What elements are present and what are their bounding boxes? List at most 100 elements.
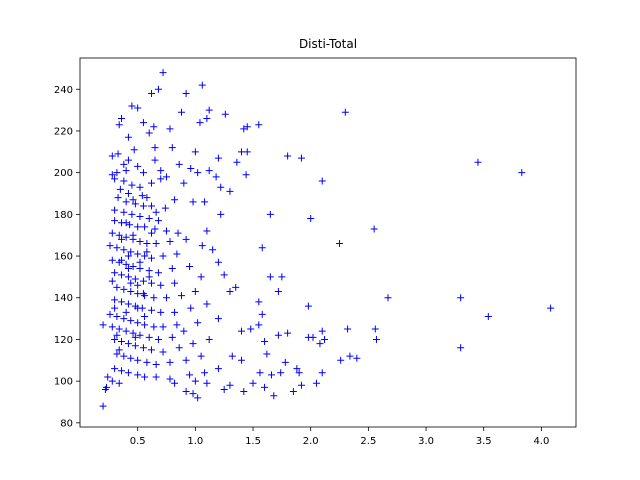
data-point: [114, 150, 122, 158]
data-point: [157, 175, 165, 183]
data-point: [297, 381, 305, 389]
data-point: [118, 256, 126, 264]
data-point: [187, 164, 195, 172]
data-point: [128, 102, 136, 110]
data-point: [145, 267, 153, 275]
data-point: [115, 379, 123, 387]
y-tick-label: 80: [60, 418, 73, 429]
data-point: [297, 154, 305, 162]
data-point: [152, 208, 160, 216]
data-point: [166, 125, 174, 133]
y-tick-label: 140: [54, 293, 73, 304]
data-point: [163, 227, 171, 235]
data-point: [191, 377, 199, 385]
data-point: [157, 167, 165, 175]
data-point: [307, 215, 315, 223]
data-point: [111, 175, 119, 183]
data-point: [115, 325, 123, 333]
data-point: [171, 279, 179, 287]
data-point: [145, 129, 153, 137]
data-point: [205, 106, 213, 114]
data-point: [194, 169, 202, 177]
data-point: [281, 358, 289, 366]
data-point: [113, 350, 121, 358]
data-point: [108, 229, 116, 237]
data-point: [154, 335, 162, 343]
data-point: [111, 296, 119, 304]
data-point: [143, 358, 151, 366]
data-point: [108, 256, 116, 264]
data-point: [113, 244, 121, 252]
data-point: [122, 327, 130, 335]
data-point: [214, 258, 222, 266]
data-point: [115, 346, 123, 354]
data-point: [99, 321, 107, 329]
data-point: [346, 352, 354, 360]
data-point: [154, 85, 162, 93]
data-point: [266, 210, 274, 218]
data-point: [157, 308, 165, 316]
data-point: [186, 262, 194, 270]
data-point: [124, 300, 132, 308]
data-point: [180, 327, 188, 335]
data-point: [99, 402, 107, 410]
data-point: [148, 346, 156, 354]
data-point: [124, 273, 132, 281]
data-point: [118, 298, 126, 306]
data-point: [168, 144, 176, 152]
data-point: [194, 319, 202, 327]
data-point: [113, 313, 121, 321]
data-point: [209, 246, 217, 254]
data-point: [116, 185, 124, 193]
data-point: [134, 250, 142, 258]
data-point: [120, 352, 128, 360]
data-point: [111, 335, 119, 343]
data-point: [152, 240, 160, 248]
data-point: [111, 304, 119, 312]
data-point: [118, 338, 126, 346]
data-point: [122, 260, 130, 268]
axes-frame: [79, 57, 577, 428]
data-point: [270, 392, 278, 400]
data-point: [175, 344, 183, 352]
data-point: [122, 219, 130, 227]
data-point: [122, 233, 130, 241]
data-point: [120, 160, 128, 168]
data-point: [111, 206, 119, 214]
data-point: [138, 192, 146, 200]
data-point: [201, 198, 209, 206]
data-point: [318, 327, 326, 335]
data-point: [108, 277, 116, 285]
data-point: [312, 379, 320, 387]
data-point: [304, 302, 312, 310]
data-point: [136, 212, 144, 220]
data-point: [128, 210, 136, 218]
data-point: [316, 340, 324, 348]
data-point: [217, 183, 225, 191]
data-point: [182, 235, 190, 243]
data-point: [173, 321, 181, 329]
data-point: [114, 194, 122, 202]
data-point: [474, 158, 482, 166]
data-point: [174, 229, 182, 237]
data-point: [148, 179, 156, 187]
data-point: [344, 325, 352, 333]
data-point: [220, 271, 228, 279]
data-point: [122, 198, 130, 206]
data-point: [139, 119, 147, 127]
data-point: [141, 313, 149, 321]
data-point: [131, 200, 139, 208]
data-point: [124, 340, 132, 348]
data-point: [150, 323, 158, 331]
data-point: [267, 371, 275, 379]
data-point: [113, 283, 121, 291]
data-point: [372, 335, 380, 343]
data-point: [124, 190, 132, 198]
x-tick-label: 3.0: [418, 436, 434, 447]
data-point: [120, 208, 128, 216]
data-point: [101, 385, 109, 393]
x-tick-label: 2.0: [303, 436, 319, 447]
data-point: [127, 354, 135, 362]
data-point: [159, 69, 167, 77]
data-point: [274, 287, 282, 295]
